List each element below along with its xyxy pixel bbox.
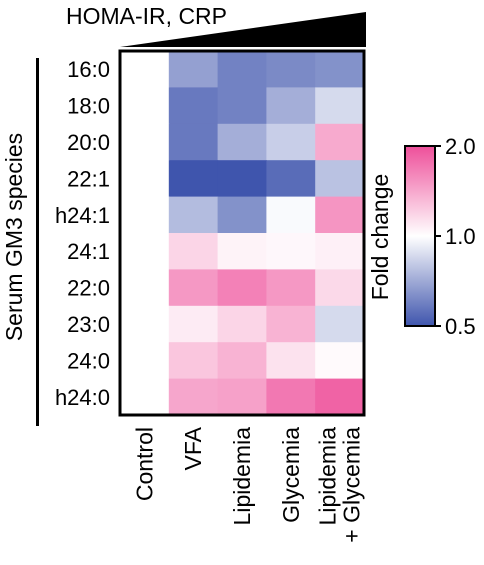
heatmap-cell xyxy=(266,378,316,416)
heatmap-cell xyxy=(120,160,170,198)
heatmap-cell xyxy=(266,269,316,307)
row-label: 22:0 xyxy=(67,276,110,301)
y-axis-bracket-line xyxy=(36,58,39,426)
heatmap-cell xyxy=(315,269,365,307)
heatmap-cell xyxy=(315,51,365,88)
heatmap-cell xyxy=(168,51,219,88)
heatmap-cell xyxy=(168,233,219,270)
heatmap-cell xyxy=(266,233,316,270)
heatmap-cell xyxy=(120,378,170,416)
trend-label: HOMA-IR, CRP xyxy=(66,3,227,29)
heatmap-cell xyxy=(120,269,170,307)
heatmap-cell xyxy=(266,87,316,125)
colorbar-tick-label: 0.5 xyxy=(445,314,476,339)
heatmap-cell xyxy=(120,123,170,161)
column-label: VFA xyxy=(180,426,206,470)
row-label: 24:1 xyxy=(67,239,110,264)
colorbar xyxy=(404,145,436,327)
row-label: h24:1 xyxy=(55,203,110,228)
row-labels: 16:0 18:0 20:0 22:1 h24:1 24:1 22:0 23:0 24:0 h24… xyxy=(55,57,110,410)
heatmap-cell xyxy=(120,342,170,380)
heatmap-cell xyxy=(217,378,267,416)
colorbar-label: Fold change xyxy=(367,174,393,301)
heatmap-cell xyxy=(315,196,365,234)
row-label: 18:0 xyxy=(67,94,110,119)
heatmap-cell xyxy=(217,269,267,307)
heatmap-cell xyxy=(217,123,267,161)
heatmap-cell xyxy=(168,123,219,161)
heatmap-cell xyxy=(120,196,170,234)
colorbar-tick-label: 1.0 xyxy=(445,224,476,249)
heatmap-cell xyxy=(315,342,365,380)
column-labels: Control VFA Lipidemia Glycemia Lipidemia+ Gl… xyxy=(131,426,364,542)
colorbar-ticks: 2.0 1.0 0.5 xyxy=(435,134,476,339)
column-label: Glycemia xyxy=(278,427,304,523)
heatmap-cell xyxy=(168,269,219,307)
heatmap-cell xyxy=(120,51,170,88)
heatmap-cell xyxy=(217,87,267,125)
heatmap-cell xyxy=(266,305,316,343)
heatmap-cell xyxy=(168,378,219,416)
trend-wedge xyxy=(120,12,366,47)
heatmap-cell xyxy=(266,342,316,380)
heatmap-cell xyxy=(315,160,365,198)
row-label: 23:0 xyxy=(67,312,110,337)
column-label: + Glycemia xyxy=(339,427,365,543)
y-axis-label: Serum GM3 species xyxy=(1,133,27,341)
heatmap-cell xyxy=(120,305,170,343)
heatmap-cell xyxy=(217,305,267,343)
heatmap-cell xyxy=(168,160,219,198)
heatmap-cell xyxy=(217,233,267,270)
heatmap-cell xyxy=(168,305,219,343)
heatmap-cell xyxy=(266,123,316,161)
heatmap-cell xyxy=(315,87,365,125)
heatmap-cell xyxy=(120,87,170,125)
heatmap-cell xyxy=(168,87,219,125)
heatmap-cell xyxy=(315,233,365,270)
heatmap-cell xyxy=(266,51,316,88)
heatmap-cell xyxy=(217,196,267,234)
heatmap-cell xyxy=(315,378,365,416)
colorbar-tick-label: 2.0 xyxy=(445,134,476,159)
row-label: 16:0 xyxy=(67,57,110,82)
heatmap-cell xyxy=(315,123,365,161)
column-label: Lipidemia xyxy=(315,427,341,526)
row-label: 22:1 xyxy=(67,166,110,191)
heatmap-cells xyxy=(120,51,365,416)
column-label: Lipidemia xyxy=(229,427,255,526)
row-label: 24:0 xyxy=(67,348,110,373)
heatmap-cell xyxy=(217,160,267,198)
row-label: h24:0 xyxy=(55,385,110,410)
heatmap-cell xyxy=(168,196,219,234)
heatmap-cell xyxy=(217,51,267,88)
heatmap-cell xyxy=(217,342,267,380)
heatmap-cell xyxy=(266,196,316,234)
row-label: 20:0 xyxy=(67,130,110,155)
heatmap-cell xyxy=(315,305,365,343)
heatmap-cell xyxy=(266,160,316,198)
heatmap-cell xyxy=(120,233,170,270)
column-label: Control xyxy=(131,427,157,501)
heatmap-cell xyxy=(168,342,219,380)
heatmap-frame xyxy=(118,49,366,417)
